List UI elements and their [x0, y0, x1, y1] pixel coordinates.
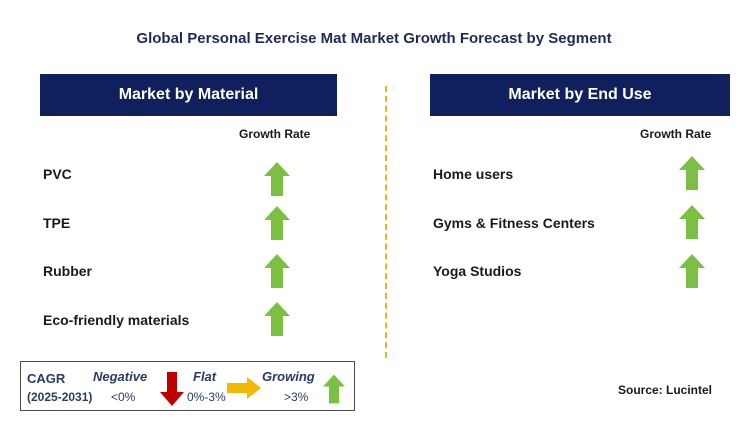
- legend-growing-label: Growing: [262, 369, 315, 384]
- page-title: Global Personal Exercise Mat Market Grow…: [136, 30, 612, 47]
- end-use-item-yoga-studios: Yoga Studios: [433, 263, 522, 279]
- green-up-arrow-icon: [323, 374, 345, 404]
- end-use-item-gyms: Gyms & Fitness Centers: [433, 215, 595, 231]
- material-item-eco-friendly: Eco-friendly materials: [43, 312, 190, 328]
- green-up-arrow-icon: [679, 156, 705, 190]
- green-up-arrow-icon: [264, 162, 290, 196]
- material-item-tpe: TPE: [43, 215, 71, 231]
- green-up-arrow-icon: [679, 205, 705, 239]
- legend-negative-value: <0%: [111, 390, 136, 404]
- green-up-arrow-icon: [679, 254, 705, 288]
- panel-divider: [385, 86, 387, 358]
- legend-flat-label: Flat: [193, 369, 217, 384]
- legend-growing-value: >3%: [284, 390, 309, 404]
- legend-cagr-label: CAGR: [27, 371, 66, 386]
- legend-flat-value: 0%-3%: [187, 390, 226, 404]
- green-up-arrow-icon: [264, 206, 290, 240]
- legend-negative-label: Negative: [93, 369, 148, 384]
- material-panel-header: Market by Material: [40, 74, 337, 116]
- green-up-arrow-icon: [264, 254, 290, 288]
- end-use-panel-header: Market by End Use: [430, 74, 730, 116]
- legend-period: (2025-2031): [27, 390, 93, 404]
- green-up-arrow-icon: [264, 302, 290, 336]
- material-item-pvc: PVC: [43, 166, 72, 182]
- yellow-right-arrow-icon: [227, 377, 261, 399]
- material-item-rubber: Rubber: [43, 263, 92, 279]
- end-use-item-home-users: Home users: [433, 166, 514, 182]
- end-use-growth-rate-label: Growth Rate: [640, 127, 712, 141]
- cagr-legend: CAGR (2025-2031) Negative <0% Flat 0%-3%…: [20, 361, 355, 411]
- material-growth-rate-label: Growth Rate: [239, 127, 311, 141]
- source-label: Source: Lucintel: [618, 383, 713, 397]
- red-down-arrow-icon: [160, 372, 184, 406]
